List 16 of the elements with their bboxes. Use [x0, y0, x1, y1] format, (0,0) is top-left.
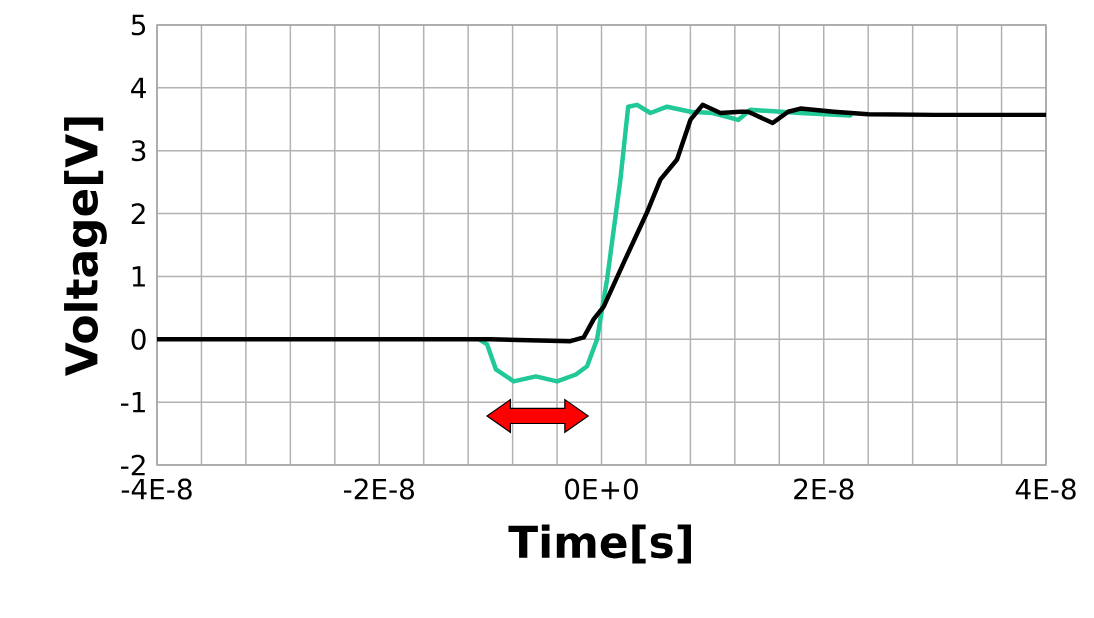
- x-tick-label: 2E-8: [794, 478, 854, 500]
- y-axis-title: Voltage[V]: [64, 117, 107, 376]
- y-tick-label: 3: [131, 140, 146, 162]
- y-tick-label: 5: [131, 14, 146, 36]
- line-series: [477, 102, 853, 384]
- y-tick-label: 1: [132, 266, 145, 287]
- y-tick-label: 0: [131, 328, 146, 350]
- x-tick-label: -4E-8: [121, 478, 192, 500]
- x-tick-label: 0E+0: [565, 478, 638, 500]
- y-tick-label: -1: [121, 391, 145, 413]
- y-tick-label: 4: [131, 77, 146, 99]
- x-tick-label: 4E-8: [1015, 478, 1076, 500]
- y-tick-label: -2: [121, 454, 145, 476]
- y-tick-label: 2: [131, 203, 145, 224]
- x-axis-title: Time[s]: [508, 524, 691, 564]
- x-tick-label: -2E-8: [343, 478, 414, 500]
